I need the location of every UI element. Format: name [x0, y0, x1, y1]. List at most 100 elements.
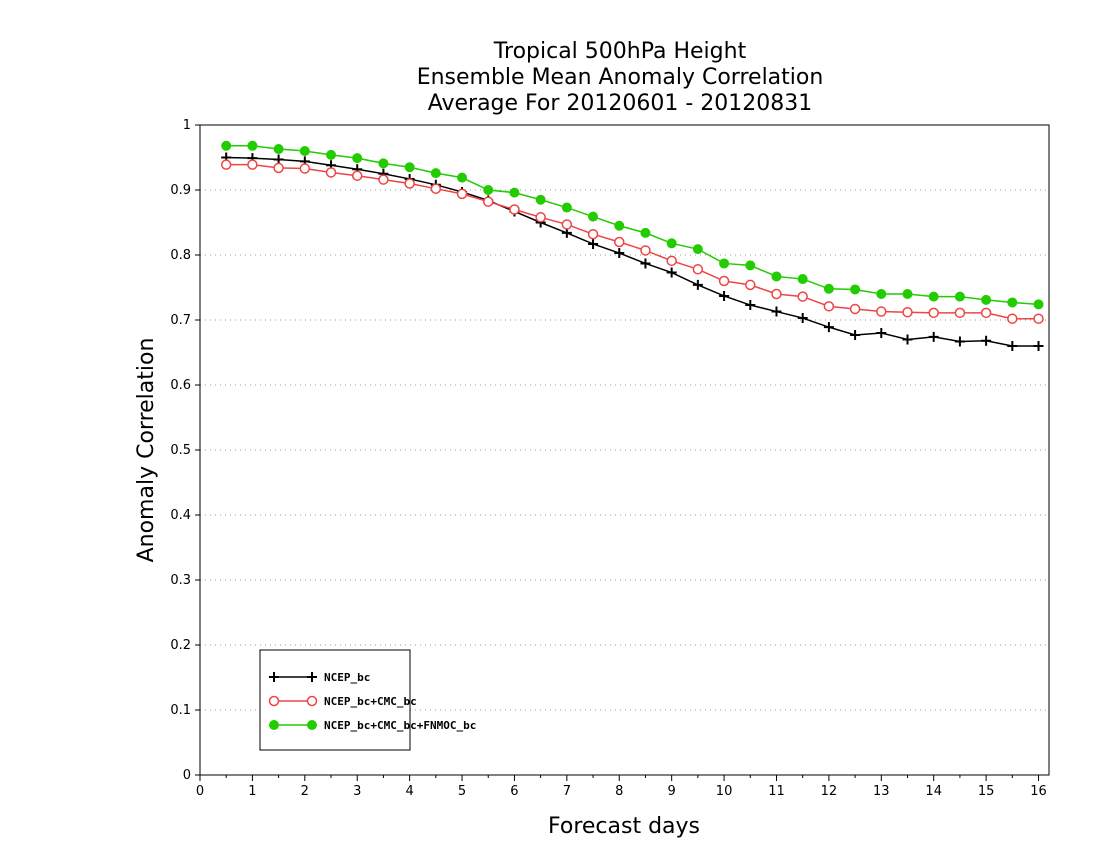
x-tick-label: 3	[353, 784, 361, 799]
data-point	[1033, 313, 1044, 324]
x-axis-label: Forecast days	[548, 814, 700, 839]
data-point	[771, 306, 782, 317]
data-point	[849, 303, 861, 315]
legend-marker	[269, 672, 279, 682]
data-series	[220, 140, 1044, 351]
data-point	[797, 291, 808, 302]
data-point	[614, 220, 625, 231]
data-point	[876, 289, 887, 299]
x-tick-label: 13	[873, 784, 890, 799]
y-tick-label: 0.8	[170, 248, 191, 263]
data-point	[404, 162, 415, 173]
data-point	[823, 322, 834, 333]
data-point	[692, 244, 703, 255]
y-tick-label: 0.4	[170, 508, 191, 523]
data-point	[220, 159, 232, 170]
legend-label: NCEP_bc+CMC_bc+FNMOC_bc	[324, 719, 476, 732]
data-point	[1007, 313, 1018, 324]
plot-frame	[199, 124, 1050, 776]
data-point	[404, 178, 415, 189]
data-point	[352, 153, 363, 164]
data-point	[378, 158, 389, 169]
data-point	[1007, 297, 1018, 308]
x-tick-label: 2	[301, 784, 309, 799]
data-point	[954, 307, 966, 319]
data-point	[457, 172, 468, 183]
data-point	[247, 159, 258, 170]
y-tick-label: 0.7	[170, 313, 191, 328]
data-point	[588, 238, 599, 249]
data-point	[928, 307, 939, 319]
y-tick-label: 0.9	[170, 183, 191, 198]
data-point	[561, 219, 573, 230]
series-2	[220, 159, 1044, 324]
data-point	[273, 162, 284, 174]
data-point	[535, 194, 546, 205]
y-tick-label: 1	[183, 118, 191, 133]
x-tick-label: 1	[248, 784, 256, 799]
axis-ticks: 00.10.20.30.40.50.60.70.80.910 1 2 3 4 5 6 7 8 9 1…	[170, 118, 1046, 799]
data-point	[692, 264, 704, 275]
x-tick-label: 14	[925, 784, 942, 799]
data-point	[1033, 341, 1044, 351]
data-point	[719, 258, 730, 269]
legend-label: NCEP_bc+CMC_bc	[324, 695, 417, 708]
legend-marker	[306, 695, 318, 707]
data-point	[797, 274, 808, 285]
data-point	[797, 313, 808, 324]
legend-label: NCEP_bc	[324, 671, 370, 684]
legend-entry-2: NCEP_bc+CMC_bc	[268, 695, 417, 708]
x-tick-label: 0	[196, 784, 204, 799]
data-point	[954, 336, 965, 347]
gridlines	[200, 189, 1049, 711]
data-point	[430, 183, 442, 194]
data-point	[378, 174, 389, 185]
y-tick-label: 0.5	[170, 443, 191, 458]
data-point	[587, 228, 599, 240]
data-point	[430, 168, 441, 179]
data-point	[745, 260, 756, 271]
data-point	[823, 301, 835, 312]
x-tick-label: 6	[510, 784, 518, 799]
data-point	[980, 307, 992, 319]
data-point	[850, 284, 861, 295]
x-tick-label: 10	[716, 784, 733, 799]
chart-title: Tropical 500hPa Height Ensemble Mean Ano…	[417, 39, 824, 116]
legend-marker	[269, 720, 279, 730]
data-point	[561, 202, 572, 213]
data-point	[954, 291, 965, 302]
y-tick-label: 0	[183, 768, 191, 783]
data-point	[902, 306, 913, 318]
data-point	[640, 227, 651, 238]
data-point	[640, 258, 651, 269]
data-point	[692, 279, 703, 290]
data-point	[718, 275, 730, 287]
legend-marker	[307, 672, 317, 682]
x-tick-label: 9	[668, 784, 676, 799]
legend-marker	[307, 720, 317, 730]
data-point	[771, 271, 782, 282]
data-point	[456, 188, 468, 200]
legend-box	[259, 649, 411, 751]
data-point	[928, 331, 939, 342]
data-point	[299, 163, 311, 174]
data-point	[719, 290, 730, 301]
legend-entry-3: NCEP_bc+CMC_bc+FNMOC_bc	[269, 719, 476, 732]
y-tick-label: 0.1	[170, 703, 191, 718]
x-tick-label: 8	[615, 784, 623, 799]
x-tick-label: 4	[405, 784, 413, 799]
data-point	[745, 279, 756, 291]
data-point	[902, 334, 913, 345]
data-point	[509, 187, 520, 198]
data-point	[483, 185, 494, 195]
y-axis-label: Anomaly Correlation	[134, 338, 159, 563]
data-point	[351, 170, 363, 181]
series-3	[221, 140, 1044, 310]
legend-marker	[268, 695, 280, 707]
data-point	[745, 300, 756, 311]
x-tick-label: 16	[1030, 784, 1047, 799]
data-point	[876, 306, 887, 317]
legend-entry-1: NCEP_bc	[269, 671, 370, 684]
series-1	[221, 152, 1044, 351]
